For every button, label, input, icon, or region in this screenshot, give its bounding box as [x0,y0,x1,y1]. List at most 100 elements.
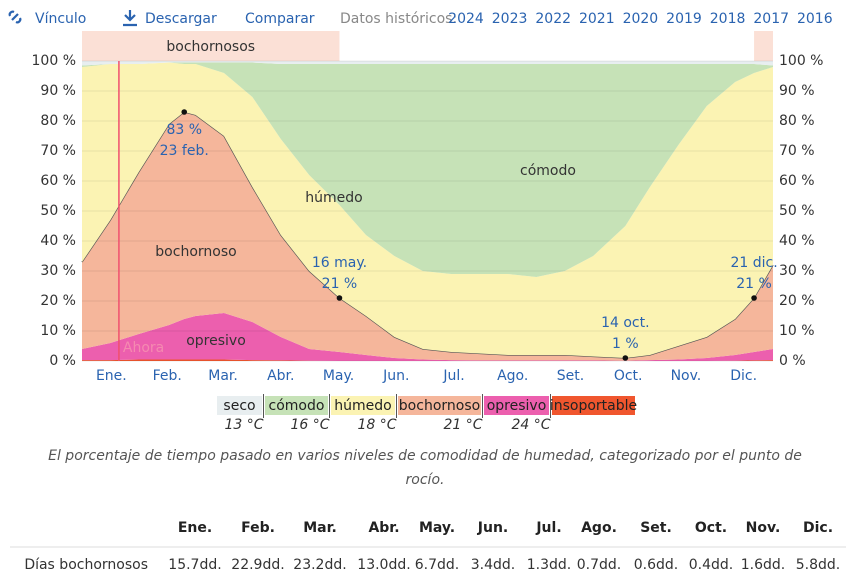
x-tick-label: May. [323,368,354,384]
y-tick-label: 50 % [40,203,76,219]
row-label: Días bochornosos [24,557,148,573]
table-cell: 1.6dd. [741,557,786,573]
table-cell: 6.7dd. [415,557,460,573]
y-tick-label: 70 % [40,143,76,159]
legend-swatch [398,396,481,415]
year[interactable]: 2018 [710,11,746,27]
table-header: Jun. [477,520,508,536]
legend-swatch [331,396,395,415]
threshold-label: 16 °C [290,417,329,433]
threshold-label: 24 °C [511,417,550,433]
legend-swatch [217,396,262,415]
table-header: Ago. [581,520,617,536]
download-icon [123,10,137,27]
period-band [754,31,773,61]
y2-tick-label: 60 % [779,173,815,189]
x-tick-label: Jun. [382,368,409,384]
legend-swatch [265,396,328,415]
threshold-label: 21 °C [443,417,482,433]
year[interactable]: 2024 [448,11,484,27]
annotation-point [622,355,629,361]
y-tick-label: 10 % [40,323,76,339]
y2-tick-label: 80 % [779,113,815,129]
legend-swatch [484,396,549,415]
x-tick-label: Ene. [96,368,127,384]
y-tick-label: 90 % [40,83,76,99]
year[interactable]: 2016 [797,11,833,27]
area [82,61,773,66]
x-tick-label: Set. [557,368,584,384]
annotation-point [336,295,343,301]
table-cell: 5.8dd. [796,557,841,573]
annotation-value: 1 % [612,336,639,352]
y-tick-label: 40 % [40,233,76,249]
download[interactable]: Descargar [145,11,217,27]
year[interactable]: 2017 [753,11,789,27]
annotation-point [181,109,188,115]
table-header: May. [419,520,455,536]
y2-tick-label: 40 % [779,233,815,249]
legend-label: opresivo [487,398,547,414]
table-header: Set. [640,520,672,536]
table-cell: 15.7dd. [168,557,221,573]
year[interactable]: 2023 [492,11,528,27]
link[interactable]: Vínculo [35,11,86,27]
threshold-label: 18 °C [357,417,396,433]
area [82,112,773,361]
annotation-date: 14 oct. [601,315,649,331]
table-header: Ene. [178,520,212,536]
y-tick-label: 80 % [40,113,76,129]
table-header: Abr. [368,520,399,536]
table-header: Nov. [746,520,781,536]
table-cell: 0.6dd. [634,557,679,573]
link-icon [8,10,22,24]
area-label: húmedo [305,190,362,206]
history-label: Datos históricos: [340,11,457,27]
year[interactable]: 2021 [579,11,615,27]
period-label: bochornosos [166,39,255,55]
y-tick-label: 60 % [40,173,76,189]
area [82,62,773,358]
table-cell: 0.7dd. [577,557,622,573]
year[interactable]: 2019 [666,11,702,27]
y2-tick-label: 10 % [779,323,815,339]
table-cell: 3.4dd. [471,557,516,573]
y-tick-label: 30 % [40,263,76,279]
table-cell: 13.0dd. [357,557,410,573]
table-cell: 23.2dd. [293,557,346,573]
compare[interactable]: Comparar [245,11,315,27]
y2-tick-label: 20 % [779,293,815,309]
table-header: Feb. [241,520,275,536]
threshold-label: 13 °C [224,417,263,433]
year[interactable]: 2020 [623,11,659,27]
annotation-date: 21 dic. [730,255,777,271]
table-header: Mar. [303,520,337,536]
annotation-value: 21 % [322,276,358,292]
y2-tick-label: 100 % [779,53,823,69]
area-label: cómodo [520,163,576,179]
y-tick-label: 20 % [40,293,76,309]
legend-label: seco [223,398,255,414]
area [82,313,773,361]
legend-label: bochornoso [399,398,480,414]
x-tick-label: Ago. [497,368,528,384]
annotation-date: 16 may. [312,255,367,271]
area-label: opresivo [186,333,246,349]
y2-tick-label: 70 % [779,143,815,159]
area [82,359,773,361]
table-cell: 0.4dd. [689,557,734,573]
y2-tick-label: 90 % [779,83,815,99]
table-header: Dic. [803,520,833,536]
annotation-date: 23 feb. [160,143,209,159]
x-tick-label: Jul. [442,368,464,384]
x-tick-label: Nov. [671,368,702,384]
caption: El porcentaje de tiempo pasado en varios… [48,448,802,488]
table-cell: 1.3dd. [527,557,572,573]
annotation-point [751,295,757,301]
period-band [82,31,340,61]
legend-label: insoportable [550,398,637,414]
y2-tick-label: 0 % [779,353,806,369]
year[interactable]: 2022 [535,11,571,27]
area-label: bochornoso [155,244,236,260]
